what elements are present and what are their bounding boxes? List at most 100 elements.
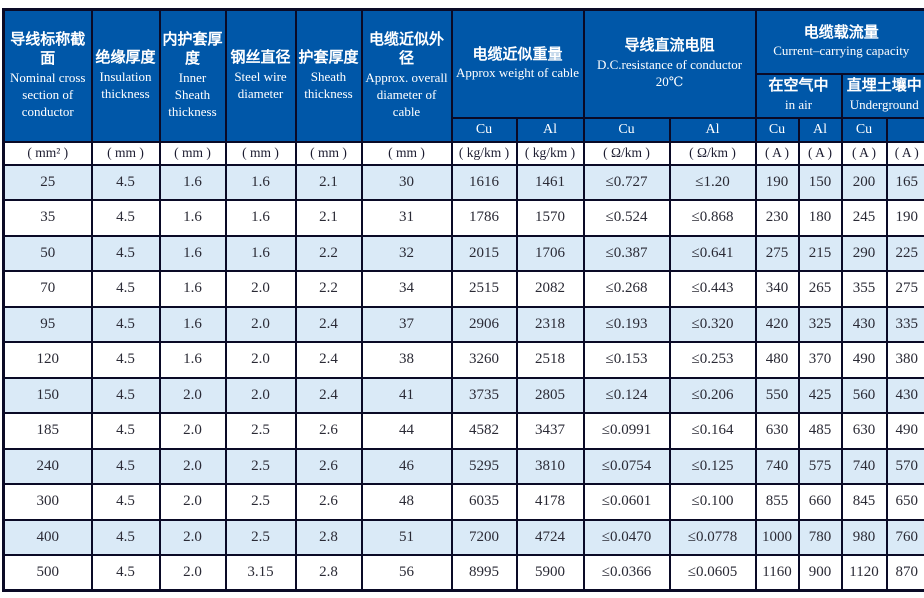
table-cell: 150 [797,163,843,201]
table-cell: 265 [797,270,843,308]
table-cell: 32 [360,234,453,272]
metal-header-resistance-al: Al [668,116,757,143]
table-cell: 2.0 [158,554,227,592]
table-cell: 1.6 [224,199,297,237]
table-cell: 490 [885,412,924,450]
table-cell: 2.0 [158,483,227,521]
table-cell: 4.5 [90,412,161,450]
table-cell: 1000 [754,518,800,556]
col-header-en: Steel wire diameter [234,68,287,101]
table-cell: 150 [2,376,93,414]
table-cell: 2.0 [224,376,297,414]
table-cell: 2.0 [224,341,297,379]
table-cell: 480 [754,341,800,379]
table-cell: 3.15 [224,554,297,592]
group-header-dc-resistance: 导线直流电阻 D.C.resistance of conductor 20℃ [582,8,757,119]
subgroup-header-in-air: 在空气中 in air [754,72,843,119]
unit-cell: ( Ω/km ) [582,140,671,166]
table-cell: 1.6 [158,234,227,272]
table-cell: 4.5 [90,376,161,414]
table-cell: 300 [2,483,93,521]
table-cell: 2906 [450,305,518,343]
table-row: 35 4.5 1.6 1.6 2.1 31 1786 1570 ≤0.524 ≤0.868 230 1… [2,199,924,237]
table-cell: 660 [797,483,843,521]
table-cell: ≤0.153 [582,341,671,379]
table-cell: 200 [840,163,888,201]
table-cell: 630 [840,412,888,450]
table-cell: 4.5 [90,305,161,343]
col-header-overall-diameter: 电缆近似外径 Approx. overall diameter of cable [360,8,453,143]
table-cell: 2.4 [294,376,363,414]
table-cell: ≤1.20 [668,163,757,201]
table-cell: 570 [885,447,924,485]
col-header-en: Approx. overall diameter of cable [365,69,448,119]
table-cell: 740 [754,447,800,485]
table-cell: 2.4 [294,305,363,343]
table-row: 120 4.5 1.6 2.0 2.4 38 3260 2518 ≤0.153 ≤0.253 480… [2,341,924,379]
metal-header-underground-cu: Cu [840,116,888,143]
table-row: 25 4.5 1.6 1.6 2.1 30 1616 1461 ≤0.727 ≤1.20 190 15… [2,163,924,201]
table-cell: 2.0 [158,412,227,450]
table-row: 70 4.5 1.6 2.0 2.2 34 2515 2082 ≤0.268 ≤0.443 340 2… [2,270,924,308]
table-cell: 2805 [515,376,585,414]
subgroup-header-underground: 直埋土壤中 Underground [840,72,924,119]
table-cell: 2.5 [224,412,297,450]
group-header-en: Approx weight of cable [455,65,580,81]
table-cell: 2082 [515,270,585,308]
table-cell: 1.6 [158,163,227,201]
metal-header-weight-cu: Cu [450,116,518,143]
table-cell: 870 [885,554,924,592]
col-header-en: Sheath thickness [304,68,353,101]
col-header-en: Inner Sheath thickness [168,69,217,119]
table-cell: 1.6 [224,234,297,272]
table-cell: 1616 [450,163,518,201]
table-cell: 25 [2,163,93,201]
table-cell: 1570 [515,199,585,237]
table-cell: 560 [840,376,888,414]
table-cell: ≤0.0754 [582,447,671,485]
group-header-current-carrying-capacity: 电缆载流量 Current–carrying capacity [754,8,924,75]
table-cell: ≤0.443 [668,270,757,308]
unit-cell: ( kg/km ) [515,140,585,166]
table-cell: ≤0.100 [668,483,757,521]
table-cell: 30 [360,163,453,201]
table-cell: ≤0.193 [582,305,671,343]
table-cell: 41 [360,376,453,414]
table-row: 400 4.5 2.0 2.5 2.8 51 7200 4724 ≤0.0470 ≤0.0778 1… [2,518,924,556]
table-cell: 4.5 [90,447,161,485]
table-cell: ≤0.0605 [668,554,757,592]
table-cell: 1786 [450,199,518,237]
table-row: 50 4.5 1.6 1.6 2.2 32 2015 1706 ≤0.387 ≤0.641 275 2… [2,234,924,272]
table-cell: 245 [840,199,888,237]
table-cell: ≤0.0470 [582,518,671,556]
table-cell: 2015 [450,234,518,272]
table-cell: 120 [2,341,93,379]
table-cell: ≤0.0366 [582,554,671,592]
unit-cell: ( mm² ) [2,140,93,166]
table-cell: 855 [754,483,800,521]
group-header-zh: 电缆载流量 [803,24,879,41]
table-cell: 2.8 [294,554,363,592]
table-cell: 4.5 [90,483,161,521]
table-cell: 420 [754,305,800,343]
table-cell: 2.6 [294,412,363,450]
table-cell: 325 [797,305,843,343]
table-cell: 400 [2,518,93,556]
table-cell: 225 [885,234,924,272]
table-row: 240 4.5 2.0 2.5 2.6 46 5295 3810 ≤0.0754 ≤0.125 74… [2,447,924,485]
table-cell: 185 [2,412,93,450]
table-cell: 2.2 [294,270,363,308]
table-cell: 4.5 [90,163,161,201]
table-cell: 180 [797,199,843,237]
group-header-en: Current–carrying capacity [773,43,910,59]
table-cell: 2318 [515,305,585,343]
table-cell: 1120 [840,554,888,592]
col-header-zh: 导线标称截面 [10,31,86,68]
table-cell: 4178 [515,483,585,521]
table-cell: 1.6 [158,305,227,343]
table-row: 95 4.5 1.6 2.0 2.4 37 2906 2318 ≤0.193 ≤0.320 420 3… [2,305,924,343]
table-cell: 760 [885,518,924,556]
table-cell: 1.6 [158,199,227,237]
table-cell: 7200 [450,518,518,556]
table-cell: 1.6 [224,163,297,201]
